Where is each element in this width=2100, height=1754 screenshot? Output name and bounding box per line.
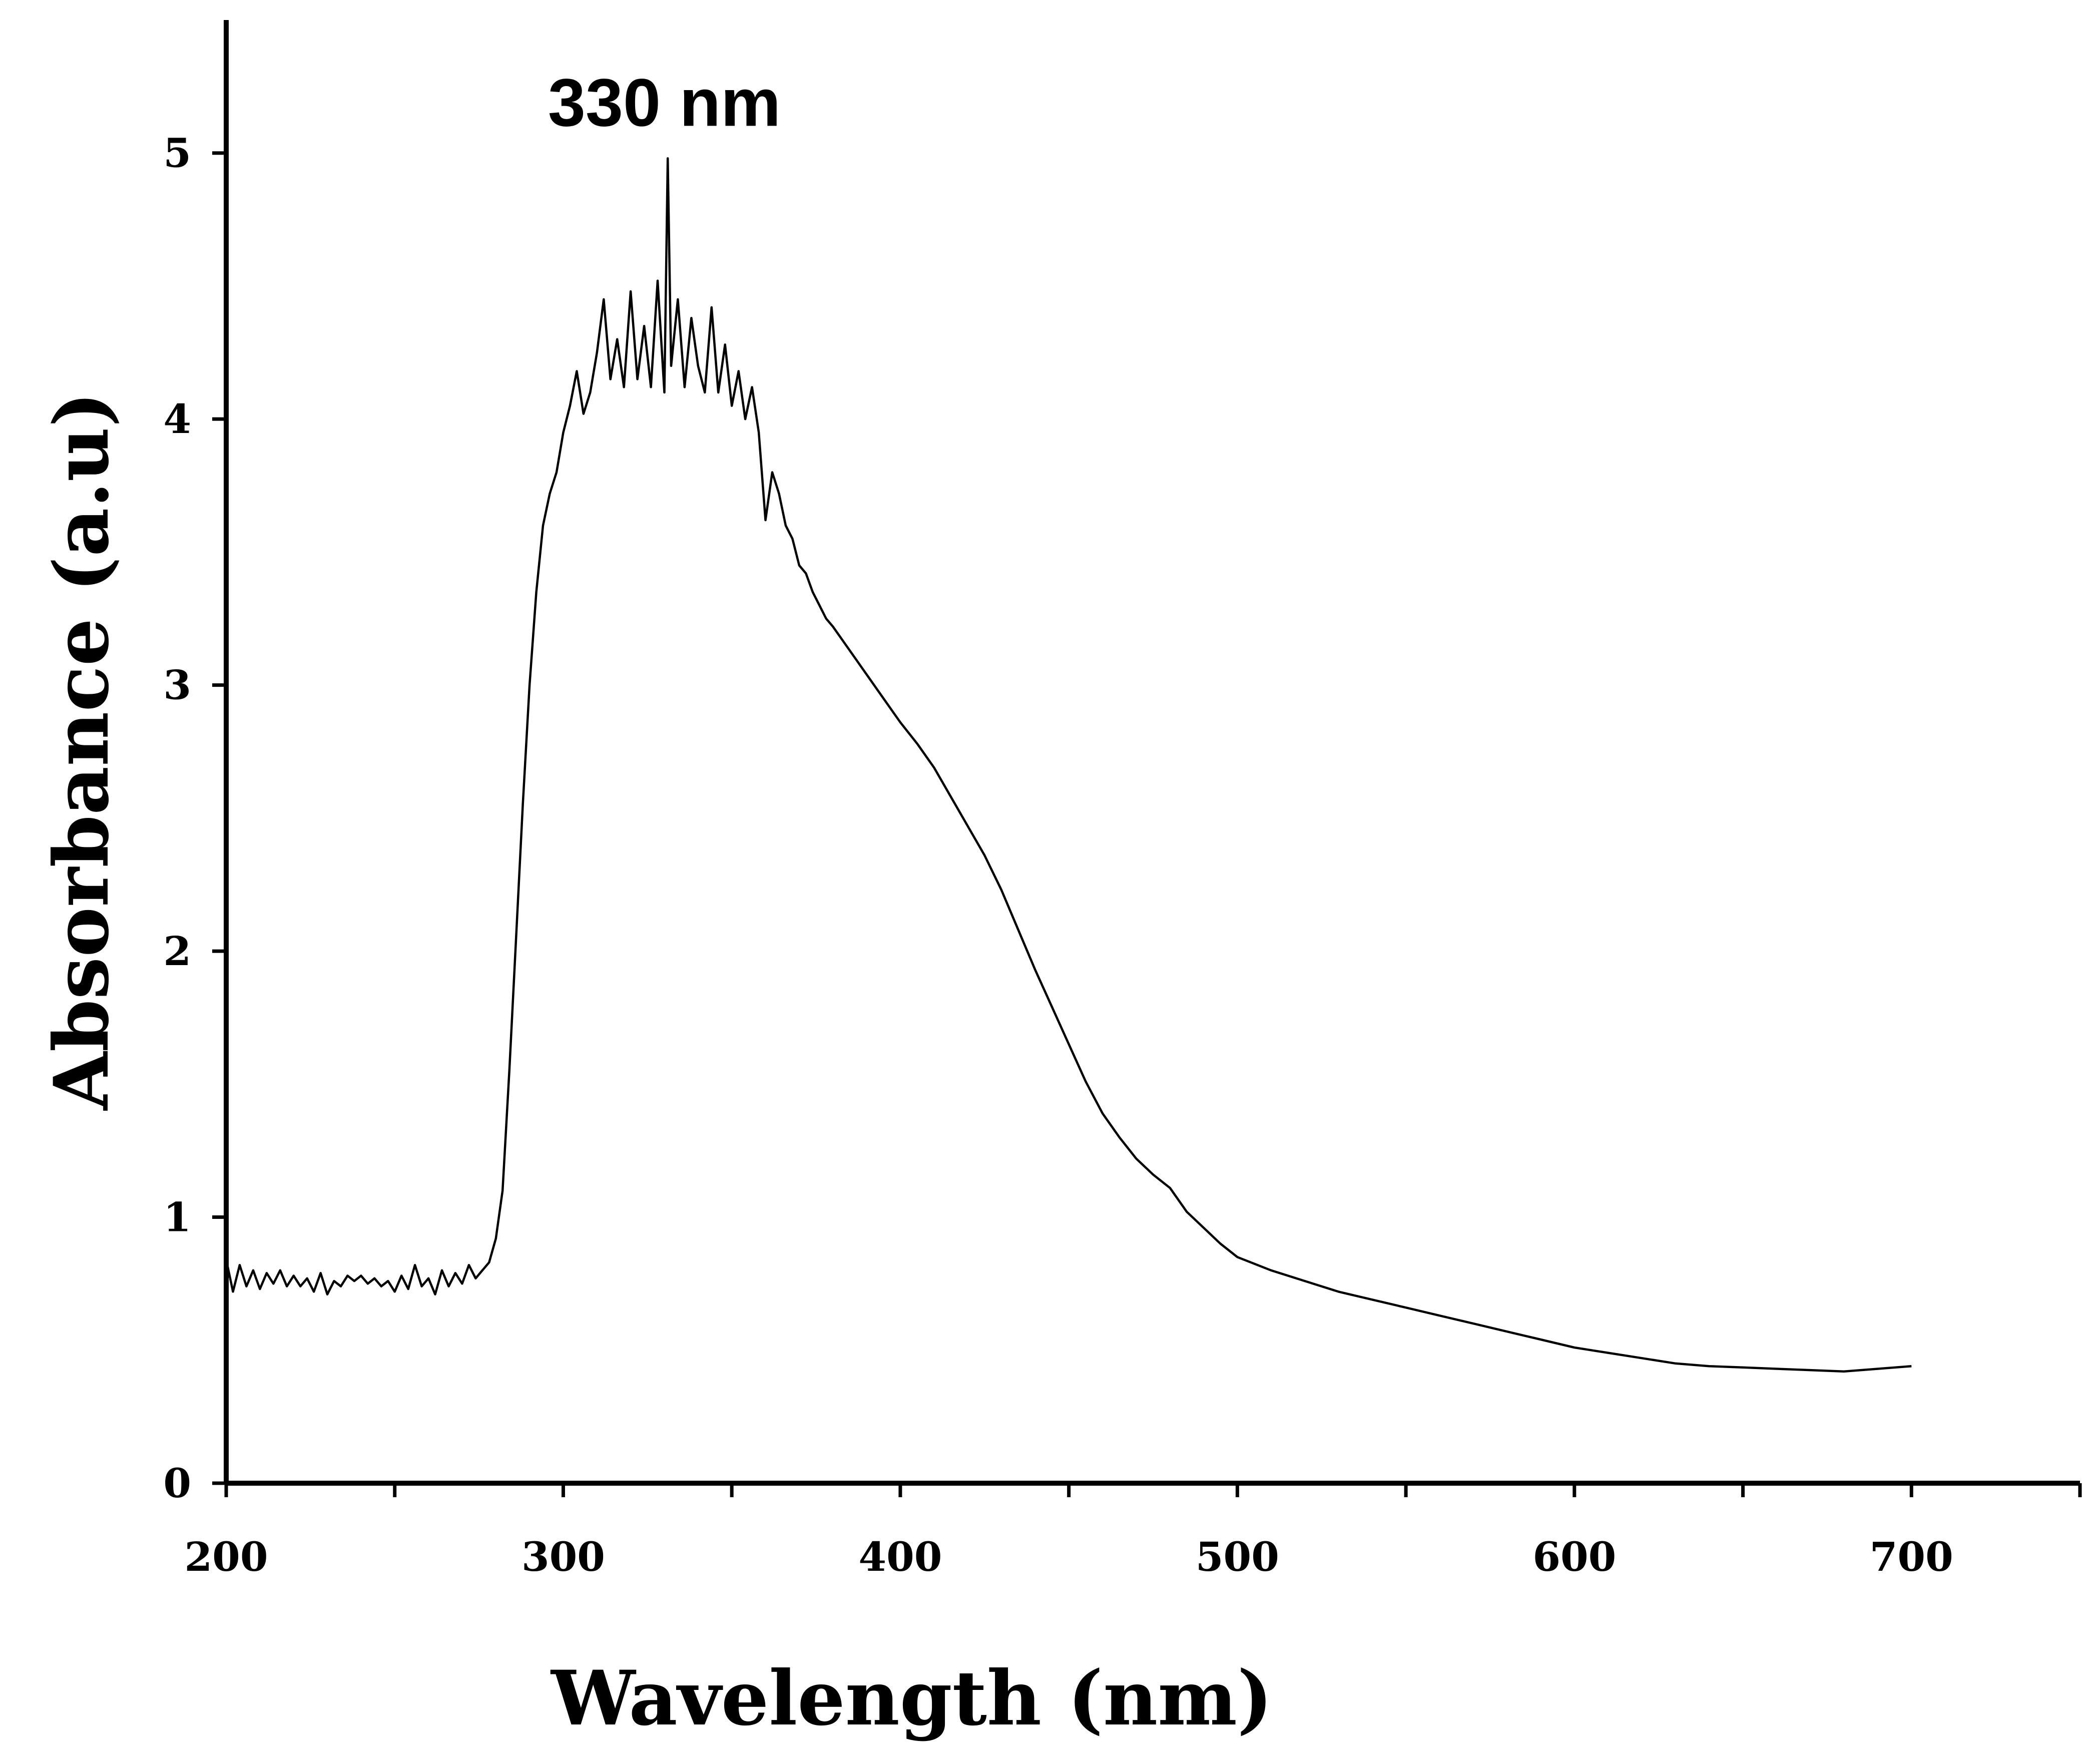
x-ticks: 200 300 400 500 600 700 [185, 1483, 2082, 1580]
y-tick-label: 3 [163, 662, 191, 709]
x-tick-label: 300 [521, 1533, 605, 1580]
annotations: 330 nm [548, 65, 781, 140]
y-ticks: 0 1 2 3 4 5 [163, 130, 226, 1507]
y-tick-label: 5 [163, 130, 191, 177]
y-tick-label: 0 [163, 1460, 191, 1507]
x-tick-label: 500 [1196, 1533, 1279, 1580]
peak-annotation: 330 nm [548, 65, 781, 140]
x-tick-label: 600 [1532, 1533, 1616, 1580]
y-tick-label: 2 [163, 928, 191, 975]
plot-area: 200 300 400 500 600 700 0 1 2 3 4 5 330 nm [163, 20, 2082, 1580]
series-group [225, 157, 1912, 1373]
x-axis-title: Wavelength (nm) [550, 1654, 1273, 1742]
series-line [225, 157, 1912, 1373]
x-tick-label: 400 [858, 1533, 942, 1580]
y-axis-title: Absorbance (a.u) [38, 391, 126, 1111]
x-tick-label: 200 [185, 1533, 268, 1580]
x-tick-label: 700 [1870, 1533, 1953, 1580]
y-tick-label: 1 [163, 1194, 191, 1241]
y-tick-label: 4 [163, 395, 191, 443]
